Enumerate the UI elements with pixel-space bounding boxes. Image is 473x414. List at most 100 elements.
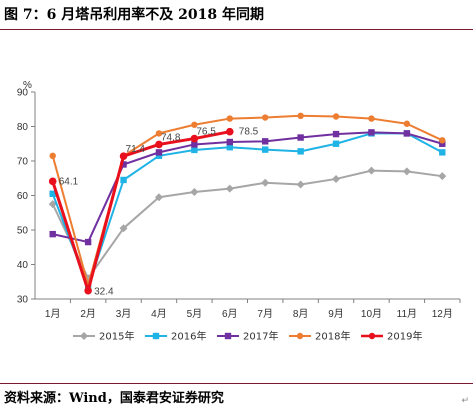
data-point	[155, 130, 163, 137]
data-point	[332, 140, 340, 147]
legend-item: 2015年	[73, 330, 134, 343]
line-chart: 30 40 50 60 70 80 90% 1月 2月 3月 4月 5月 6月 7月 8月 9月 10月 11月 1…	[17, 80, 461, 343]
data-point	[119, 224, 128, 233]
data-point	[439, 140, 446, 147]
series-2019年	[48, 127, 234, 295]
chart-data-labels: 64.1 32.4 71.4 74.8 76.5 78.5	[59, 127, 259, 298]
chart-series	[48, 112, 447, 295]
data-point	[332, 113, 340, 120]
data-point	[49, 190, 56, 197]
data-label: 32.4	[94, 287, 114, 298]
data-point	[225, 184, 234, 193]
data-point	[48, 177, 57, 186]
y-tick-label: 80	[17, 122, 29, 133]
y-tick-label: 70	[17, 157, 29, 168]
data-point	[438, 172, 447, 181]
x-tick-label: 6月	[222, 308, 238, 320]
paragraph-mark: ↵	[461, 396, 469, 406]
legend-label: 2017年	[243, 330, 278, 343]
legend-marker	[80, 332, 88, 340]
data-point	[191, 121, 198, 128]
data-label: 78.5	[239, 127, 259, 138]
data-point	[297, 148, 304, 155]
x-tick-label: 10月	[361, 308, 382, 320]
data-point	[190, 134, 199, 143]
data-point	[402, 167, 411, 176]
data-point	[262, 114, 269, 121]
data-point	[155, 149, 163, 156]
data-label: 64.1	[59, 176, 79, 187]
legend-label: 2016年	[171, 330, 206, 343]
data-point	[49, 230, 56, 238]
y-tick-label: 30	[17, 295, 29, 306]
data-point	[191, 146, 198, 154]
data-point	[84, 238, 92, 246]
source-divider	[0, 383, 473, 384]
legend-marker	[296, 332, 304, 340]
data-point	[297, 112, 304, 120]
chart-axes: 30 40 50 60 70 80 90% 1月 2月 3月 4月 5月 6月 7月 8月 9月 10月 11月 1…	[17, 80, 461, 320]
legend-marker	[224, 332, 232, 340]
x-tick-label: 9月	[328, 308, 344, 320]
data-point	[49, 152, 56, 160]
data-label: 71.4	[126, 144, 146, 155]
data-point	[120, 161, 127, 168]
data-point	[154, 193, 163, 202]
data-point	[226, 138, 233, 146]
legend-label: 2018年	[315, 330, 350, 343]
data-point	[84, 286, 92, 295]
data-point	[155, 140, 163, 149]
x-tick-label: 1月	[45, 308, 61, 320]
series-2015年	[48, 166, 447, 283]
chart-legend: 2015年 2016年 2017年 2018年 2019年	[73, 330, 422, 343]
legend-label: 2019年	[387, 330, 422, 343]
figure-title: 图 7：6 月塔吊利用率不及 2018 年同期	[4, 7, 264, 23]
legend-marker	[368, 332, 376, 340]
series-line	[51, 169, 443, 280]
series-2018年	[49, 112, 446, 289]
y-unit-label: %	[23, 80, 32, 91]
title-divider	[0, 29, 473, 30]
y-tick-label: 60	[17, 191, 29, 202]
data-point	[155, 152, 163, 160]
legend-item: 2017年	[217, 330, 278, 343]
x-tick-label: 2月	[80, 308, 96, 320]
data-point	[262, 146, 269, 153]
source-note: 资料来源：Wind，国泰君安证券研究	[4, 391, 224, 406]
legend-item: 2018年	[289, 330, 350, 343]
data-point	[367, 166, 376, 175]
y-tick-label: 40	[17, 260, 29, 271]
data-point	[439, 149, 446, 156]
series-line	[51, 130, 231, 293]
legend-item: 2019年	[361, 330, 422, 343]
data-point	[262, 138, 269, 145]
data-point	[296, 180, 305, 189]
x-tick-label: 4月	[151, 308, 167, 320]
x-tick-label: 12月	[432, 308, 453, 320]
data-point	[226, 144, 233, 151]
data-point	[332, 174, 341, 183]
x-tick-label: 11月	[397, 308, 417, 320]
data-point	[120, 176, 127, 184]
data-point	[368, 115, 375, 122]
x-tick-label: 5月	[187, 308, 203, 320]
legend-label: 2015年	[99, 330, 134, 343]
data-point	[403, 120, 411, 127]
y-tick-label: 90	[17, 88, 29, 99]
data-point	[225, 127, 234, 136]
x-tick-label: 8月	[293, 308, 309, 320]
series-2017年	[49, 129, 446, 246]
x-tick-label: 7月	[257, 308, 273, 320]
data-point	[261, 178, 270, 187]
data-point	[48, 200, 57, 209]
data-label: 76.5	[196, 127, 216, 138]
data-point	[403, 130, 411, 137]
data-point	[297, 134, 304, 141]
series-line	[51, 132, 443, 288]
data-label: 74.8	[161, 132, 181, 143]
legend-item: 2016年	[145, 330, 206, 343]
data-point	[439, 137, 446, 144]
legend-marker	[152, 332, 160, 340]
data-point	[332, 130, 340, 138]
y-tick-label: 50	[17, 226, 29, 237]
